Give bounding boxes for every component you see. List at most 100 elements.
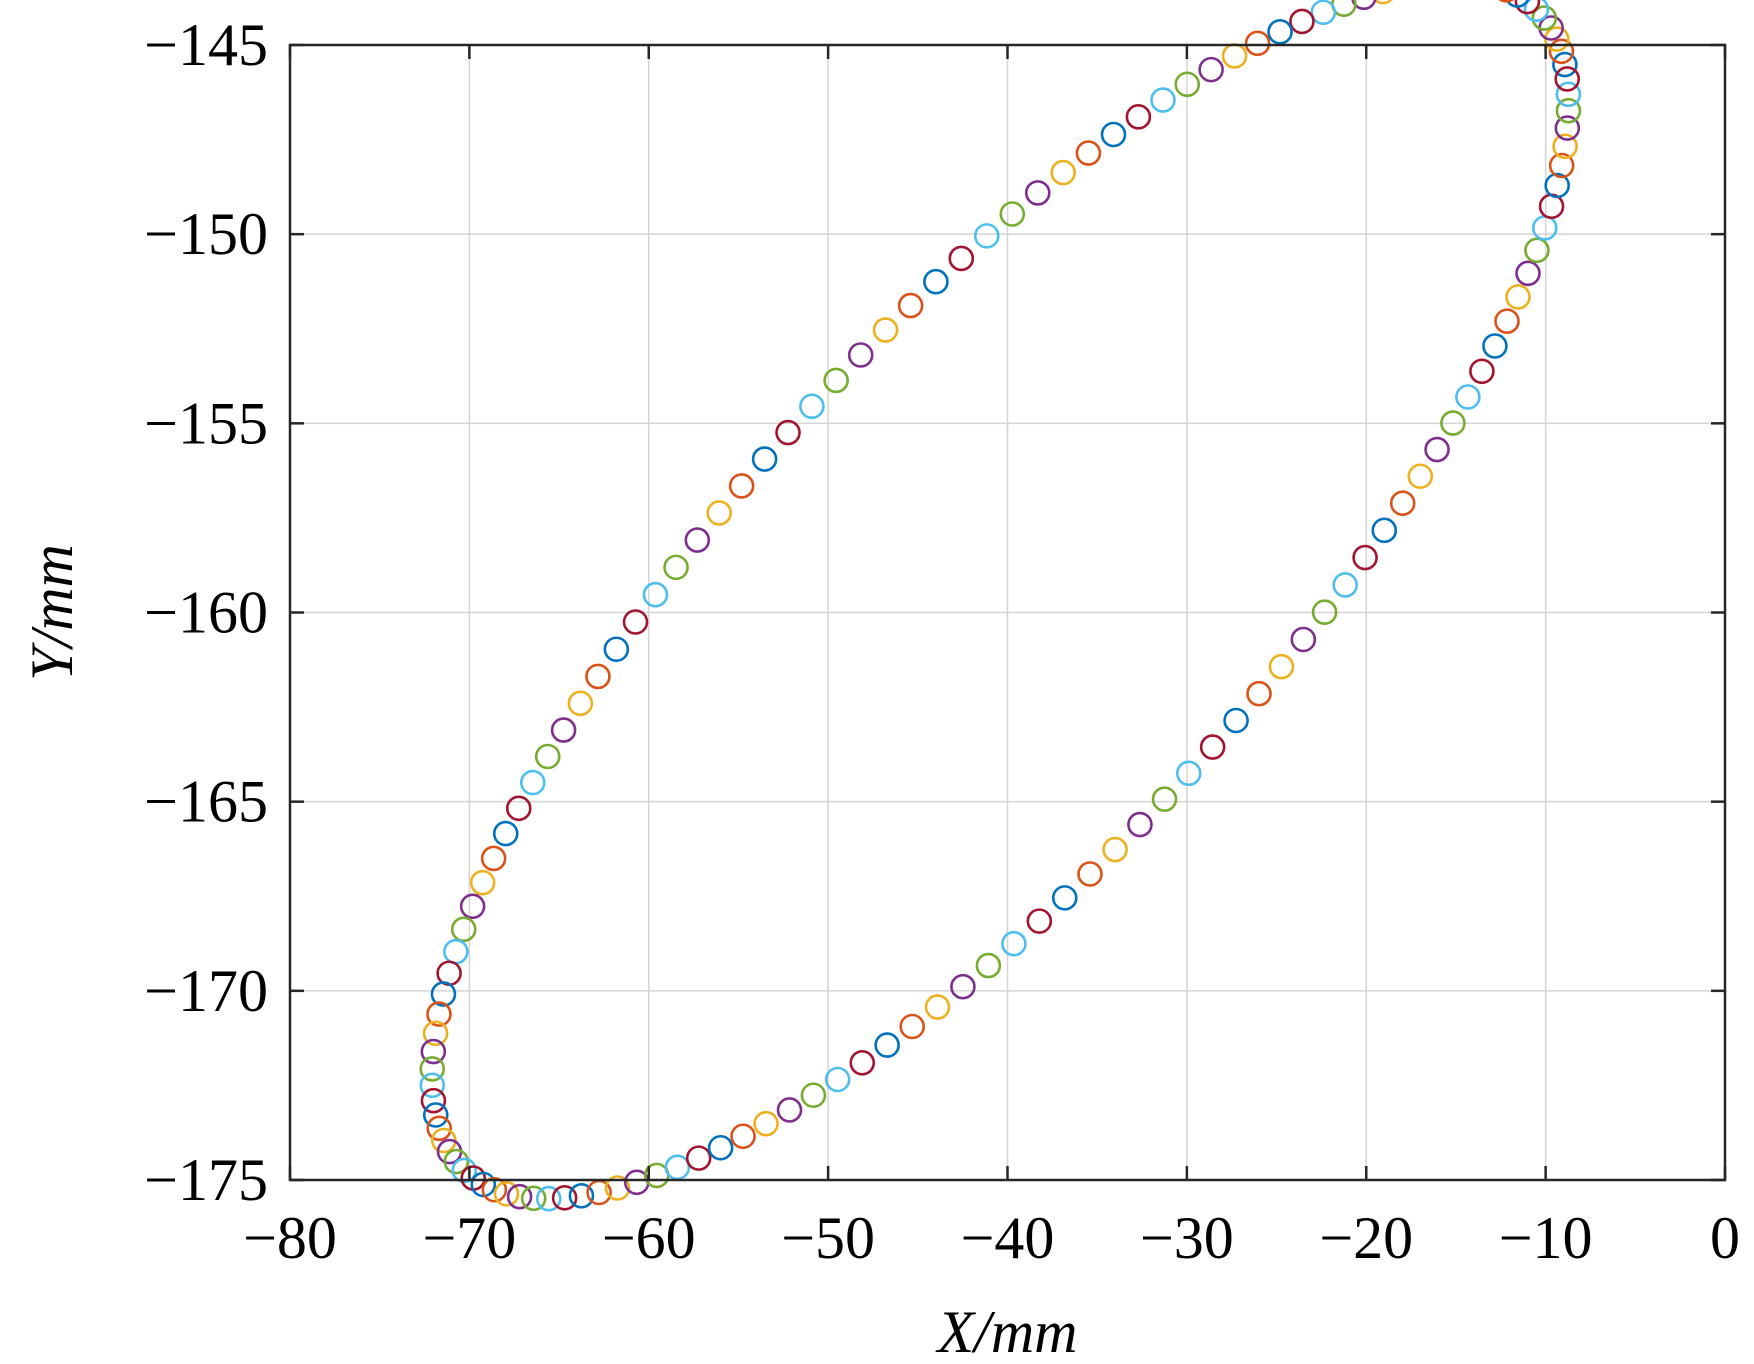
data-point <box>776 1097 803 1123</box>
data-point <box>480 845 507 872</box>
x-tick-label: −30 <box>1140 1205 1234 1271</box>
data-point <box>1544 172 1570 199</box>
data-point <box>1125 104 1152 130</box>
data-point <box>603 636 630 663</box>
data-point <box>1352 544 1378 571</box>
data-point <box>684 527 711 553</box>
data-point <box>1524 237 1550 264</box>
data-point <box>1290 626 1317 653</box>
x-tick-label: −20 <box>1319 1205 1413 1271</box>
x-tick-label: −10 <box>1499 1205 1593 1271</box>
data-point <box>899 1013 926 1040</box>
data-point <box>1075 140 1102 166</box>
data-point <box>1515 260 1541 287</box>
axis-ticks <box>288 43 1727 1182</box>
data-point <box>469 869 496 896</box>
data-point <box>1482 333 1508 359</box>
x-tick-label: 0 <box>1710 1205 1740 1271</box>
data-point <box>436 960 462 987</box>
data-point <box>420 1038 447 1065</box>
x-tick-label: −80 <box>243 1205 337 1271</box>
data-point <box>707 1134 734 1161</box>
y-tick-label: −155 <box>144 390 268 456</box>
data-point <box>948 245 975 272</box>
data-point <box>419 1056 446 1082</box>
data-point <box>534 743 561 770</box>
data-point <box>663 554 689 581</box>
data-point <box>1199 734 1226 760</box>
data-point <box>568 1182 595 1209</box>
data-point <box>420 1087 447 1114</box>
data-point <box>1440 410 1466 436</box>
data-point <box>1246 680 1272 707</box>
data-point <box>728 473 755 499</box>
data-point <box>567 690 594 717</box>
data-point <box>1538 193 1565 220</box>
data-point <box>775 419 801 446</box>
data-point <box>519 769 546 796</box>
data-point <box>706 500 732 526</box>
y-tick-label: −150 <box>144 201 268 267</box>
data-point <box>1267 19 1293 45</box>
data-point <box>799 393 825 420</box>
data-point <box>1552 133 1578 160</box>
data-point <box>1552 51 1578 78</box>
data-point <box>1407 463 1434 490</box>
data-point <box>422 1020 449 1047</box>
data-point <box>622 609 649 635</box>
data-point <box>443 938 469 965</box>
data-point <box>1289 8 1315 35</box>
data-point <box>1221 43 1248 69</box>
data-point <box>481 1176 508 1203</box>
data-point <box>1150 87 1176 113</box>
data-point <box>1198 56 1224 83</box>
data-point <box>664 1154 691 1181</box>
data-point <box>1151 786 1178 812</box>
data-point <box>1389 490 1416 517</box>
data-point <box>451 1157 478 1184</box>
data-point <box>604 1175 631 1201</box>
data-point <box>849 1049 876 1076</box>
data-point <box>975 952 1002 979</box>
y-tick-labels: −145 −150 −155 −160 −165 −170 −175 <box>144 12 268 1213</box>
x-tick-labels: −80 −70 −60 −50 −40 −30 −20 −10 0 <box>243 1205 1740 1271</box>
data-point <box>1469 358 1495 385</box>
data-point <box>1554 115 1581 141</box>
data-point <box>1127 811 1153 838</box>
data-point <box>973 223 1000 249</box>
data-point <box>1024 180 1051 206</box>
data-point <box>1244 30 1271 57</box>
data-point <box>1051 885 1078 911</box>
data-point <box>1332 572 1358 598</box>
data-point <box>1505 0 1530 8</box>
data-point <box>685 1145 712 1171</box>
data-point <box>923 268 949 295</box>
data-point <box>1175 760 1202 787</box>
data-point <box>1514 0 1541 15</box>
data-point <box>1548 38 1575 65</box>
y-tick-label: −160 <box>144 580 268 646</box>
data-point <box>1531 5 1558 31</box>
y-tick-label: −165 <box>144 769 268 835</box>
data-point <box>1548 152 1575 179</box>
data-point <box>443 1148 470 1175</box>
data-point <box>506 1183 533 1210</box>
data-point <box>1373 0 1393 5</box>
data-point <box>1555 81 1582 108</box>
data-point <box>1311 599 1338 626</box>
data-point <box>551 1185 578 1211</box>
data-point <box>1050 159 1076 186</box>
data-point <box>1424 436 1450 463</box>
data-point <box>505 795 532 822</box>
data-point <box>459 893 486 920</box>
x-tick-label: −60 <box>602 1205 696 1271</box>
data-point <box>1531 215 1558 241</box>
data-point <box>450 916 477 943</box>
data-point <box>1102 836 1128 863</box>
data-point <box>535 1185 562 1212</box>
data-point <box>753 1110 779 1137</box>
data-point <box>874 1032 900 1058</box>
data-point <box>419 1072 446 1099</box>
y-tick-label: −145 <box>144 12 268 78</box>
